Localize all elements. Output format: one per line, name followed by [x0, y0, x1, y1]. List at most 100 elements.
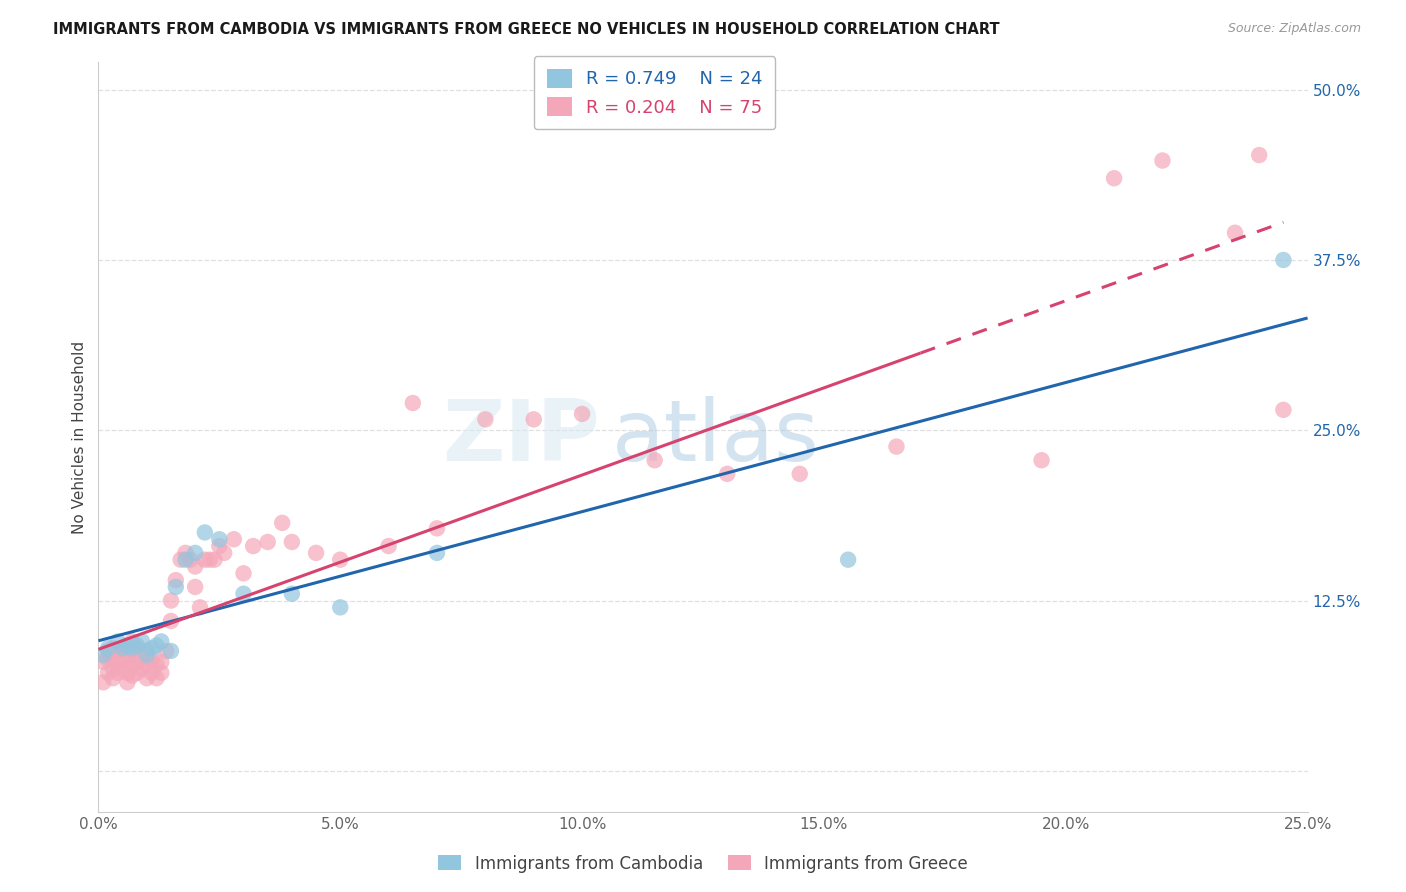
Point	[117, 675, 139, 690]
Point	[1223, 226, 1246, 240]
Point	[160, 593, 183, 607]
Point	[101, 671, 124, 685]
Point	[111, 641, 134, 656]
Point	[1272, 252, 1295, 267]
Point	[135, 671, 157, 685]
Point	[121, 657, 143, 672]
Point	[426, 521, 449, 535]
Point	[91, 648, 114, 662]
Point	[121, 641, 143, 656]
Text: atlas: atlas	[613, 395, 820, 479]
Point	[571, 407, 593, 421]
Point	[212, 546, 235, 560]
Point	[117, 639, 139, 653]
Point	[160, 644, 183, 658]
Point	[305, 546, 328, 560]
Point	[165, 573, 187, 587]
Point	[242, 539, 264, 553]
Point	[111, 641, 134, 656]
Point	[101, 662, 124, 676]
Point	[1031, 453, 1053, 467]
Point	[1249, 148, 1271, 162]
Point	[160, 614, 183, 628]
Point	[111, 662, 134, 676]
Point	[174, 546, 197, 560]
Point	[523, 412, 546, 426]
Point	[222, 533, 245, 547]
Point	[208, 539, 231, 553]
Point	[165, 580, 187, 594]
Point	[281, 587, 304, 601]
Point	[184, 546, 207, 560]
Point	[97, 644, 120, 658]
Point	[141, 641, 163, 656]
Point	[644, 453, 666, 467]
Point	[789, 467, 811, 481]
Point	[145, 657, 167, 672]
Point	[101, 641, 124, 656]
Point	[97, 665, 120, 680]
Point	[232, 587, 254, 601]
Legend: Immigrants from Cambodia, Immigrants from Greece: Immigrants from Cambodia, Immigrants fro…	[432, 848, 974, 880]
Point	[194, 552, 217, 566]
Point	[91, 675, 114, 690]
Point	[127, 665, 149, 680]
Point	[107, 644, 129, 658]
Legend: R = 0.749    N = 24, R = 0.204    N = 75: R = 0.749 N = 24, R = 0.204 N = 75	[534, 56, 775, 129]
Point	[141, 652, 163, 666]
Point	[1272, 402, 1295, 417]
Point	[97, 652, 120, 666]
Point	[174, 552, 197, 566]
Point	[107, 655, 129, 669]
Point	[131, 662, 153, 676]
Y-axis label: No Vehicles in Household: No Vehicles in Household	[72, 341, 87, 533]
Point	[281, 535, 304, 549]
Point	[208, 533, 231, 547]
Point	[329, 600, 352, 615]
Point	[474, 412, 496, 426]
Point	[169, 552, 191, 566]
Point	[111, 652, 134, 666]
Point	[402, 396, 425, 410]
Point	[107, 634, 129, 648]
Point	[377, 539, 399, 553]
Text: IMMIGRANTS FROM CAMBODIA VS IMMIGRANTS FROM GREECE NO VEHICLES IN HOUSEHOLD CORR: IMMIGRANTS FROM CAMBODIA VS IMMIGRANTS F…	[53, 22, 1000, 37]
Point	[145, 671, 167, 685]
Point	[145, 639, 167, 653]
Point	[150, 655, 173, 669]
Point	[194, 525, 217, 540]
Point	[198, 552, 221, 566]
Point	[188, 600, 211, 615]
Point	[426, 546, 449, 560]
Text: Source: ZipAtlas.com: Source: ZipAtlas.com	[1227, 22, 1361, 36]
Point	[184, 580, 207, 594]
Point	[329, 552, 352, 566]
Point	[121, 668, 143, 682]
Point	[117, 665, 139, 680]
Point	[107, 665, 129, 680]
Point	[135, 657, 157, 672]
Text: ZIP: ZIP	[443, 395, 600, 479]
Point	[155, 644, 177, 658]
Point	[135, 644, 157, 658]
Point	[150, 665, 173, 680]
Point	[127, 641, 149, 656]
Point	[184, 559, 207, 574]
Point	[1152, 153, 1174, 168]
Point	[127, 655, 149, 669]
Point	[141, 665, 163, 680]
Point	[716, 467, 738, 481]
Point	[271, 516, 294, 530]
Point	[150, 634, 173, 648]
Point	[121, 648, 143, 662]
Point	[101, 652, 124, 666]
Point	[117, 652, 139, 666]
Point	[97, 641, 120, 656]
Point	[135, 648, 157, 662]
Point	[232, 566, 254, 581]
Point	[121, 634, 143, 648]
Point	[131, 634, 153, 648]
Point	[91, 655, 114, 669]
Point	[131, 652, 153, 666]
Point	[127, 639, 149, 653]
